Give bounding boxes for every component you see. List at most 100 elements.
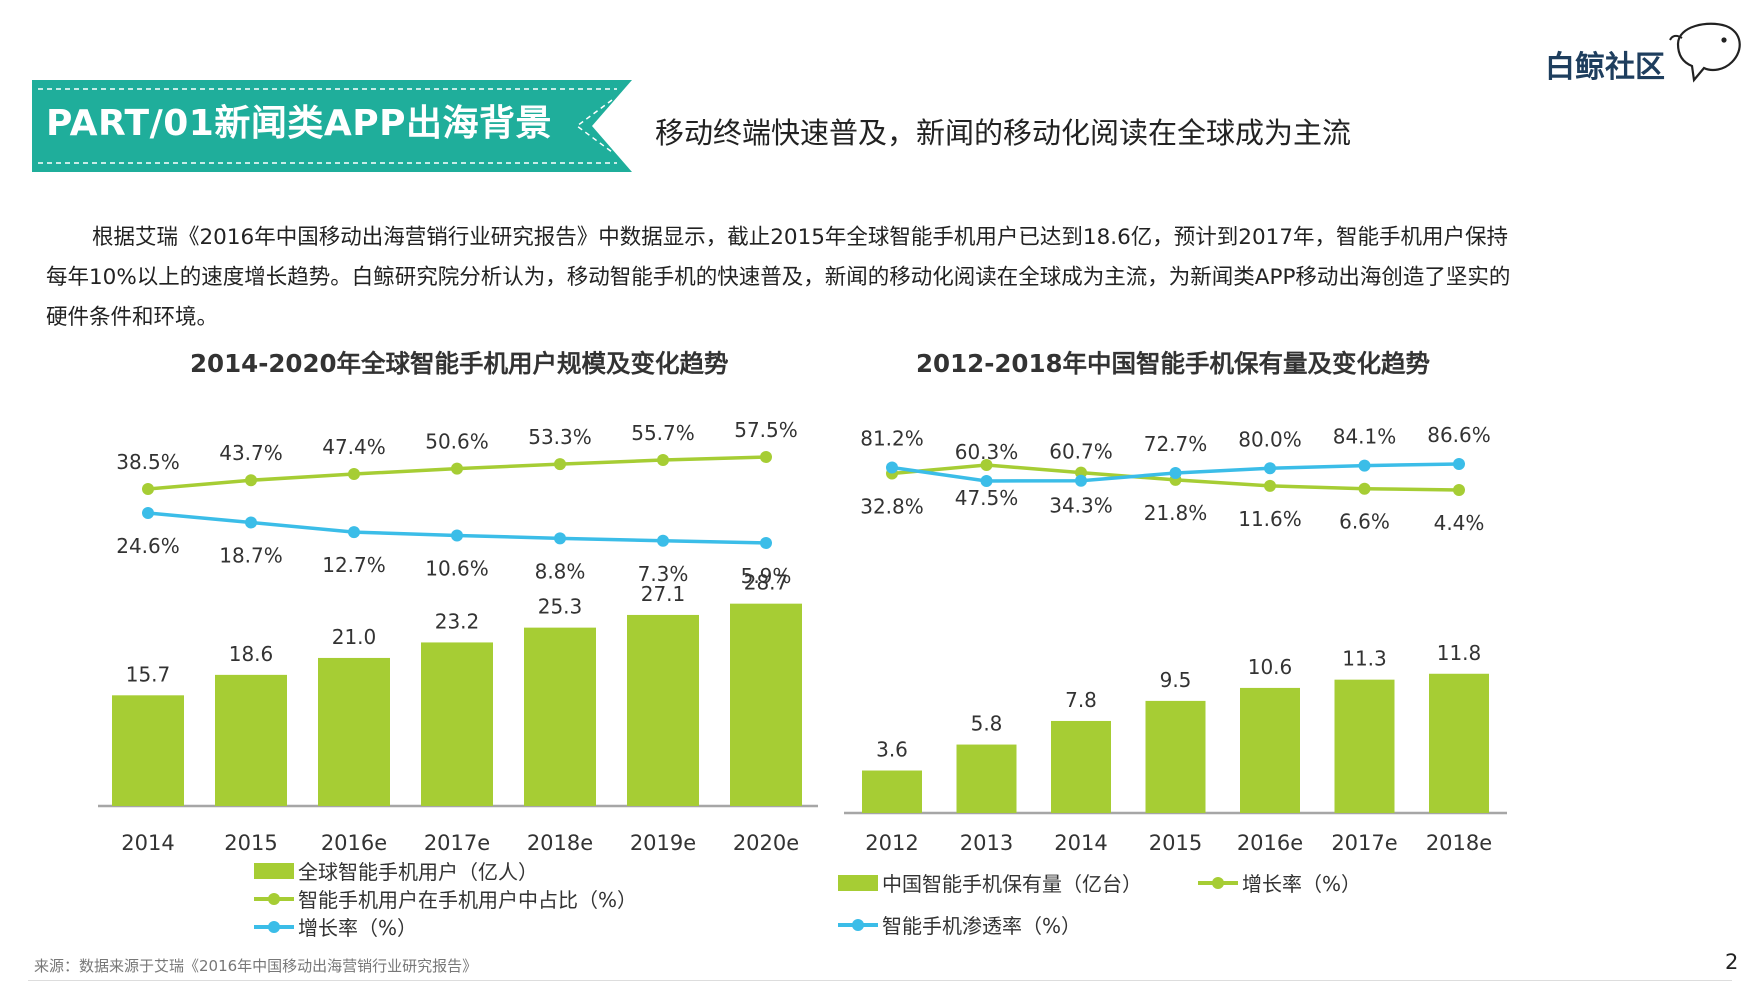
chart1-line-2-label: 12.7%: [322, 553, 386, 577]
chart2-legend-label: 中国智能手机保有量（亿台）: [882, 872, 1142, 896]
chart1-line-2-label: 10.6%: [425, 556, 489, 580]
whale-logo-icon: [1669, 22, 1741, 83]
chart1-line-1-point: [657, 454, 669, 467]
chart2-line-2-point: [1169, 466, 1182, 479]
chart1-line-2-label: 18.7%: [219, 543, 283, 567]
chart1-legend-label: 全球智能手机用户（亿人）: [298, 860, 538, 884]
chart1-line-2-label: 8.8%: [535, 559, 586, 583]
chart2-line-2-label: 84.1%: [1333, 425, 1397, 449]
chart1-line-2-point: [142, 507, 154, 519]
chart1-line-1-point: [245, 474, 257, 487]
chart1-tick-label: 2018e: [527, 831, 593, 855]
chart2-bar-label: 10.6: [1248, 655, 1293, 679]
chart2-line-2-point: [1358, 459, 1371, 472]
chart2-line-1-point: [980, 459, 993, 471]
chart2-tick-label: 2012: [865, 831, 918, 855]
chart2-line-2-point: [980, 475, 993, 487]
chart1-bar: [627, 614, 699, 806]
chart2-line-2-label: 86.6%: [1427, 423, 1491, 447]
chart1-bar-label: 23.2: [435, 609, 480, 633]
chart1-bar: [112, 695, 184, 806]
chart1-line-2-point: [760, 537, 772, 549]
chart2-legend-marker: [1212, 877, 1224, 889]
chart2-legend-marker: [852, 919, 864, 931]
banner-background: [32, 80, 632, 172]
banner-title: PART/01新闻类APP出海背景: [46, 103, 552, 144]
chart1-legend-label: 智能手机用户在手机用户中占比（%）: [298, 888, 637, 912]
chart1-line-1-label: 47.4%: [322, 435, 386, 459]
chart1-bar-label: 21.0: [332, 625, 377, 649]
chart2-line-2-label: 80.0%: [1238, 427, 1302, 451]
chart2-bar-label: 3.6: [876, 738, 908, 762]
chart2-title: 2012-2018年中国智能手机保有量及变化趋势: [916, 349, 1431, 378]
chart1-tick-label: 2019e: [630, 831, 696, 855]
chart1-bar-label: 15.7: [126, 662, 171, 686]
chart2-bar: [862, 770, 922, 813]
footer-divider: [28, 980, 1732, 981]
source-note: 来源：数据来源于艾瑞《2016年中国移动出海营销行业研究报告》: [34, 957, 478, 975]
chart1-line-1-point: [760, 451, 772, 463]
chart2-line-2-label: 72.7%: [1144, 432, 1208, 456]
chart1-line-1-label: 55.7%: [631, 421, 695, 445]
chart1-line-2-point: [245, 516, 257, 529]
chart2-bar: [1145, 700, 1206, 813]
chart1-line-2-label: 5.9%: [741, 564, 792, 588]
chart2-tick-label: 2014: [1054, 831, 1107, 855]
chart2-line-1-label: 6.6%: [1339, 510, 1390, 534]
chart1-bar: [318, 657, 390, 806]
chart2-tick-label: 2018e: [1426, 831, 1492, 855]
chart1-legend-marker: [268, 921, 280, 933]
chart1-line-1-point: [348, 468, 360, 481]
section-banner: PART/01新闻类APP出海背景: [32, 80, 632, 172]
chart2-bar-label: 11.8: [1437, 641, 1482, 665]
chart2-line-2-label: 60.3%: [955, 440, 1019, 464]
chart1-tick-label: 2015: [224, 831, 277, 855]
chart1-line-1-label: 43.7%: [219, 441, 283, 465]
banner-chevron: [575, 99, 613, 153]
chart2-bar-label: 7.8: [1065, 688, 1097, 712]
chart2-bar: [1429, 673, 1489, 813]
chart1-line-2-label: 24.6%: [116, 534, 180, 558]
banner-shape: [32, 80, 632, 172]
chart1-bar: [215, 674, 287, 806]
chart2-line-2-label: 60.7%: [1049, 440, 1113, 464]
chart2-tick-label: 2016e: [1237, 831, 1303, 855]
chart1-bar-label: 18.6: [229, 642, 274, 666]
chart2-line-1-point: [1358, 482, 1371, 495]
chart1-bar: [421, 642, 493, 806]
chart2-legend-swatch: [838, 875, 878, 891]
logo-text: 白鲸社区: [1545, 50, 1665, 85]
chart1-bar: [524, 627, 596, 806]
chart1-line-2-label: 7.3%: [638, 562, 689, 586]
chart2-line-2-point: [1075, 474, 1087, 487]
chart2-line-1-label: 34.3%: [1049, 494, 1113, 518]
chart1-line-1-label: 57.5%: [734, 418, 798, 442]
chart1-line-1-label: 53.3%: [528, 425, 592, 449]
chart1-bar-label: 28.7: [744, 571, 789, 595]
chart2-line-1-point: [1453, 484, 1465, 496]
chart2-line-1-label: 32.8%: [860, 495, 924, 519]
chart1-bar: [730, 603, 802, 806]
chart2-line-1-label: 4.4%: [1434, 511, 1485, 535]
chart2-legend-label: 增长率（%）: [1242, 872, 1361, 896]
chart2-legend-label: 智能手机渗透率（%）: [882, 914, 1081, 938]
chart2-line-2-point: [1264, 462, 1276, 475]
chart1-bar-label: 25.3: [538, 595, 583, 619]
chart1-line-1-point: [554, 458, 566, 471]
chart1-line-2-point: [554, 532, 566, 545]
chart1-line-1-point: [451, 462, 463, 475]
chart2-bar: [1051, 720, 1111, 813]
chart1-legend-label: 增长率（%）: [298, 916, 417, 940]
chart2-tick-label: 2013: [960, 831, 1013, 855]
chart2-line-1-label: 47.5%: [955, 486, 1019, 510]
chart1-legend-marker: [268, 893, 280, 905]
chart1-line-2-point: [657, 534, 669, 547]
chart2-bar: [1240, 687, 1300, 813]
chart2-bar: [956, 744, 1017, 813]
chart2-line-1-label: 21.8%: [1144, 501, 1208, 525]
chart1-tick-label: 2016e: [321, 831, 387, 855]
chart1-line-2-point: [348, 526, 360, 539]
page-subtitle: 移动终端快速普及，新闻的移动化阅读在全球成为主流: [655, 116, 1352, 150]
chart2-tick-label: 2017e: [1331, 831, 1397, 855]
chart2-line-1-label: 11.6%: [1238, 507, 1302, 531]
